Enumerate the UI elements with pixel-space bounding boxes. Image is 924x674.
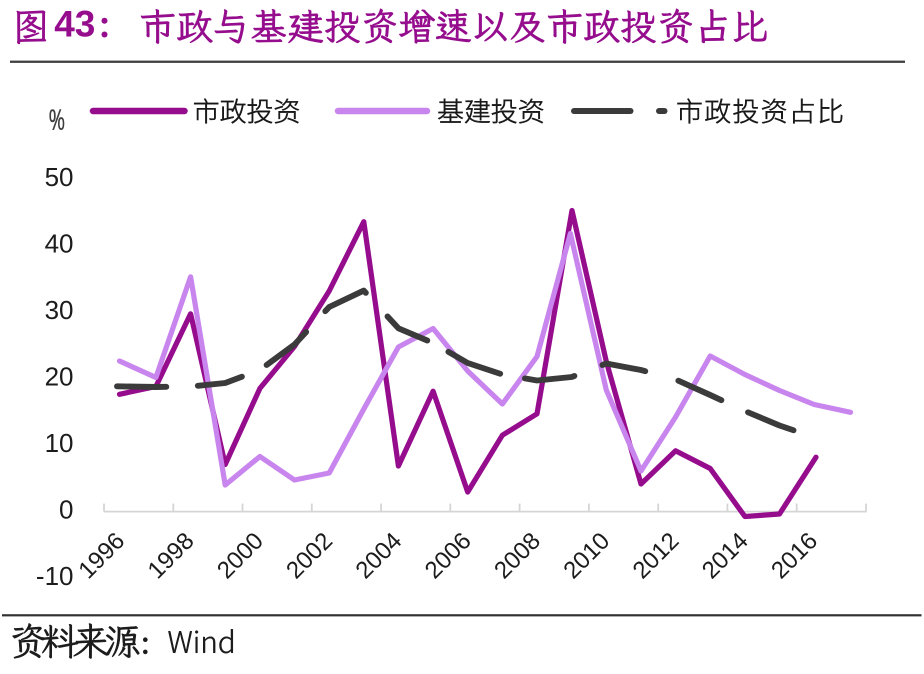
svg-text:10: 10 [45, 428, 74, 458]
svg-text:40: 40 [45, 228, 74, 258]
svg-text:20: 20 [45, 362, 74, 392]
svg-text:50: 50 [45, 162, 74, 192]
svg-text:43: 43 [54, 4, 95, 45]
svg-text:30: 30 [45, 295, 74, 325]
svg-text:0: 0 [59, 495, 73, 525]
svg-text:-10: -10 [36, 561, 74, 591]
